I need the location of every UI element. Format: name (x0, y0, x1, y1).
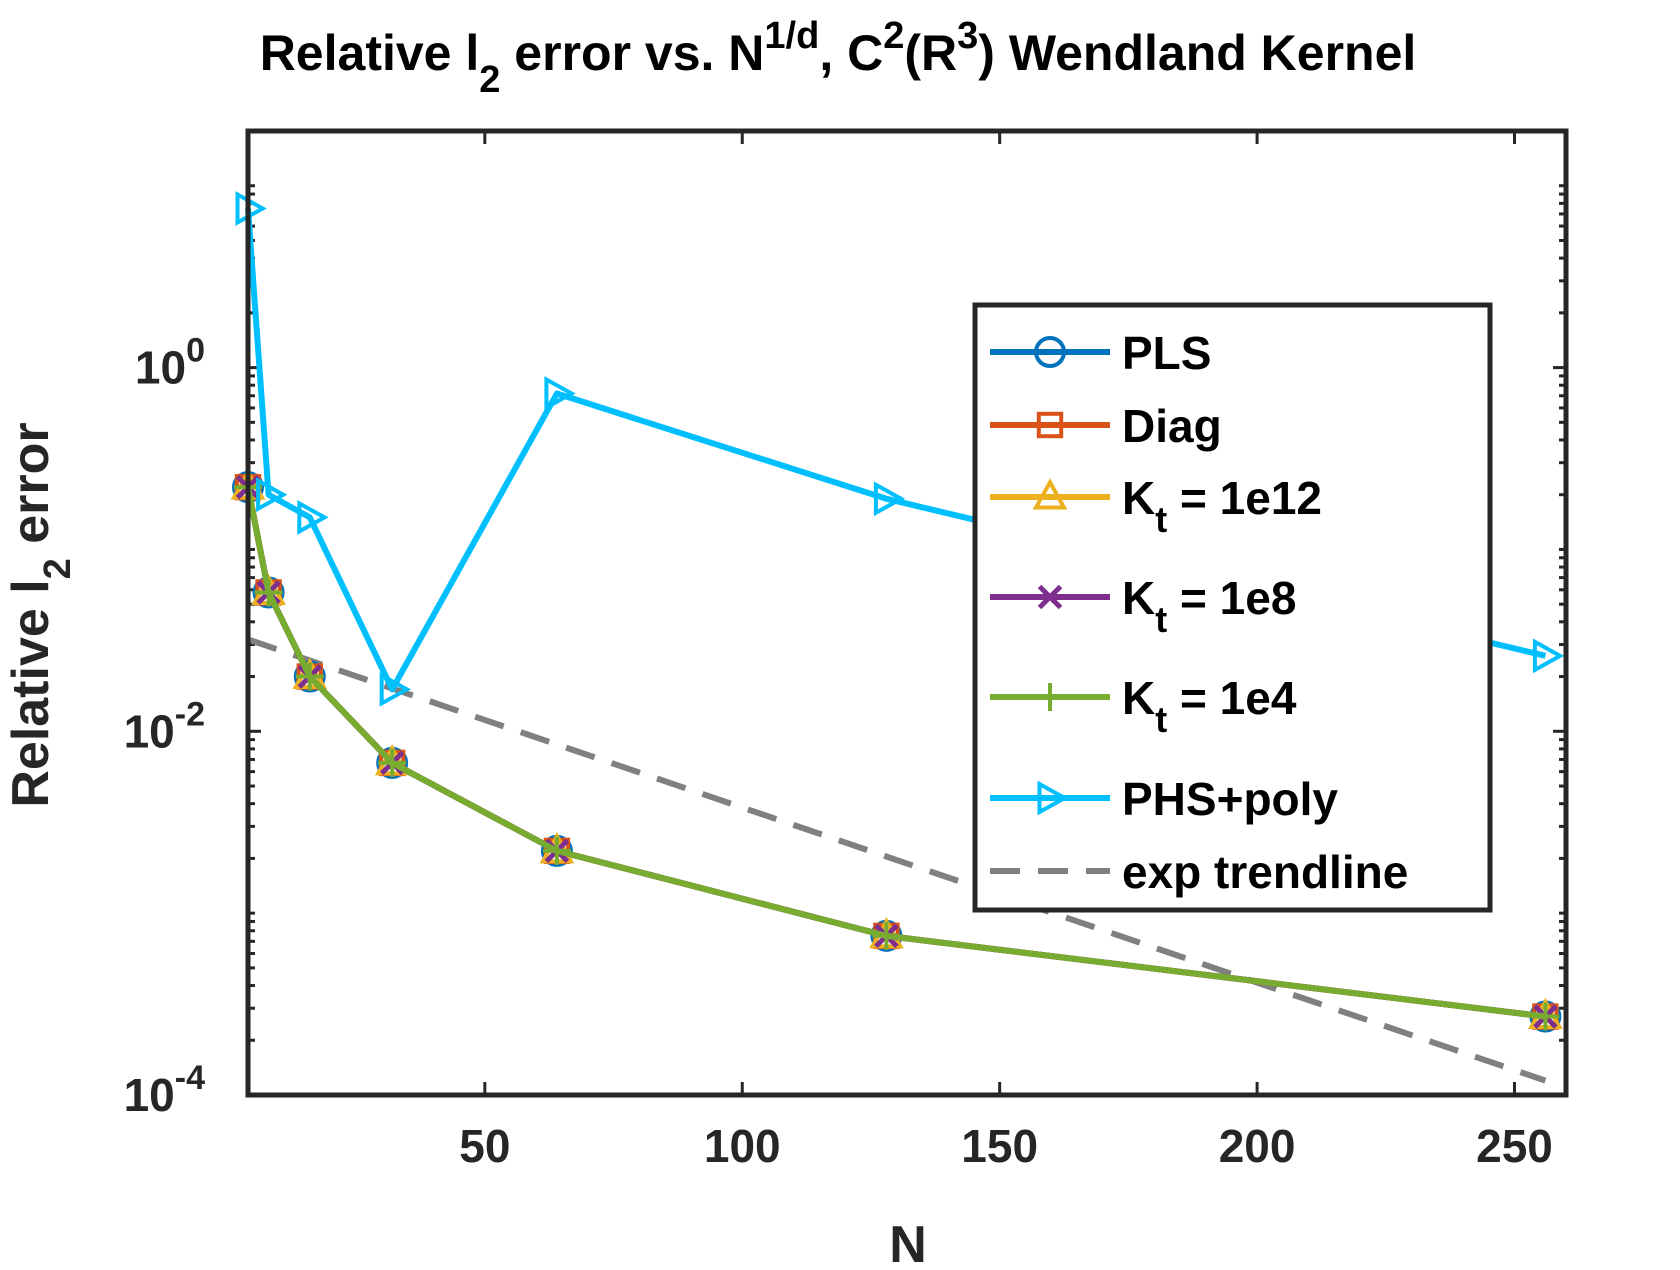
legend-swatch (990, 478, 1110, 510)
legend-label-kt-1e4: Kt = 1e4 (1122, 672, 1297, 740)
x-tick-label: 100 (704, 1120, 781, 1172)
x-tick-labels: 50 100 150 200 250 (459, 1120, 1553, 1172)
trendline-layer (247, 636, 1547, 1084)
legend-label-kt-1e8: Kt = 1e8 (1122, 572, 1296, 640)
y-tick-label: 100 (135, 332, 205, 394)
plot-frame (245, 128, 1569, 1098)
marker-x (1037, 584, 1063, 610)
legend-swatch (990, 780, 1110, 816)
marker-triangle-right (1532, 638, 1565, 674)
legend-label-kt-1e12: Kt = 1e12 (1122, 472, 1322, 540)
legend-label-diag: Diag (1122, 400, 1222, 452)
chart-title: Relative l2 error vs. N1/d, C2(R3) Wendl… (260, 15, 1417, 101)
y-tick-label: 10-2 (124, 695, 205, 757)
x-tick-label: 150 (961, 1120, 1038, 1172)
series-layer (230, 191, 1565, 1033)
x-tick-label: 250 (1476, 1120, 1553, 1172)
x-axis-label: N (889, 1216, 927, 1270)
marker-triangle (1032, 478, 1068, 510)
y-tick-labels: 100 10-2 10-4 (124, 332, 205, 1121)
marker-circle (1034, 336, 1066, 368)
marker-triangle-right (873, 481, 906, 517)
trendline (247, 636, 1547, 1084)
legend-label-exp-trendline: exp trendline (1122, 846, 1408, 898)
x-tick-label: 50 (459, 1120, 510, 1172)
marker-triangle-right (297, 500, 329, 535)
legend-label-phs-poly: PHS+poly (1122, 773, 1338, 825)
marker-triangle-right (1037, 780, 1069, 816)
legend-swatch (990, 336, 1110, 368)
legend: PLS Diag Kt = 1e12 Kt = 1e8 Kt = 1e4 PHS… (972, 302, 1493, 913)
series-phs-poly (235, 191, 1565, 707)
marker-triangle-right (544, 376, 576, 411)
y-axis-label: Relative l2 error (2, 422, 79, 807)
y-tick-label: 10-4 (124, 1059, 205, 1121)
legend-box (972, 302, 1493, 913)
legend-label-pls: PLS (1122, 327, 1211, 379)
legend-swatch (990, 584, 1110, 610)
marker-triangle-right (256, 477, 288, 513)
marker-square (1036, 411, 1064, 439)
legend-swatch (990, 683, 1110, 711)
marker-triangle-right (379, 671, 411, 707)
legend-swatch (990, 411, 1110, 439)
x-tick-label: 200 (1219, 1120, 1296, 1172)
series-exp-trendline (247, 636, 1547, 1084)
series-line (245, 208, 1547, 693)
